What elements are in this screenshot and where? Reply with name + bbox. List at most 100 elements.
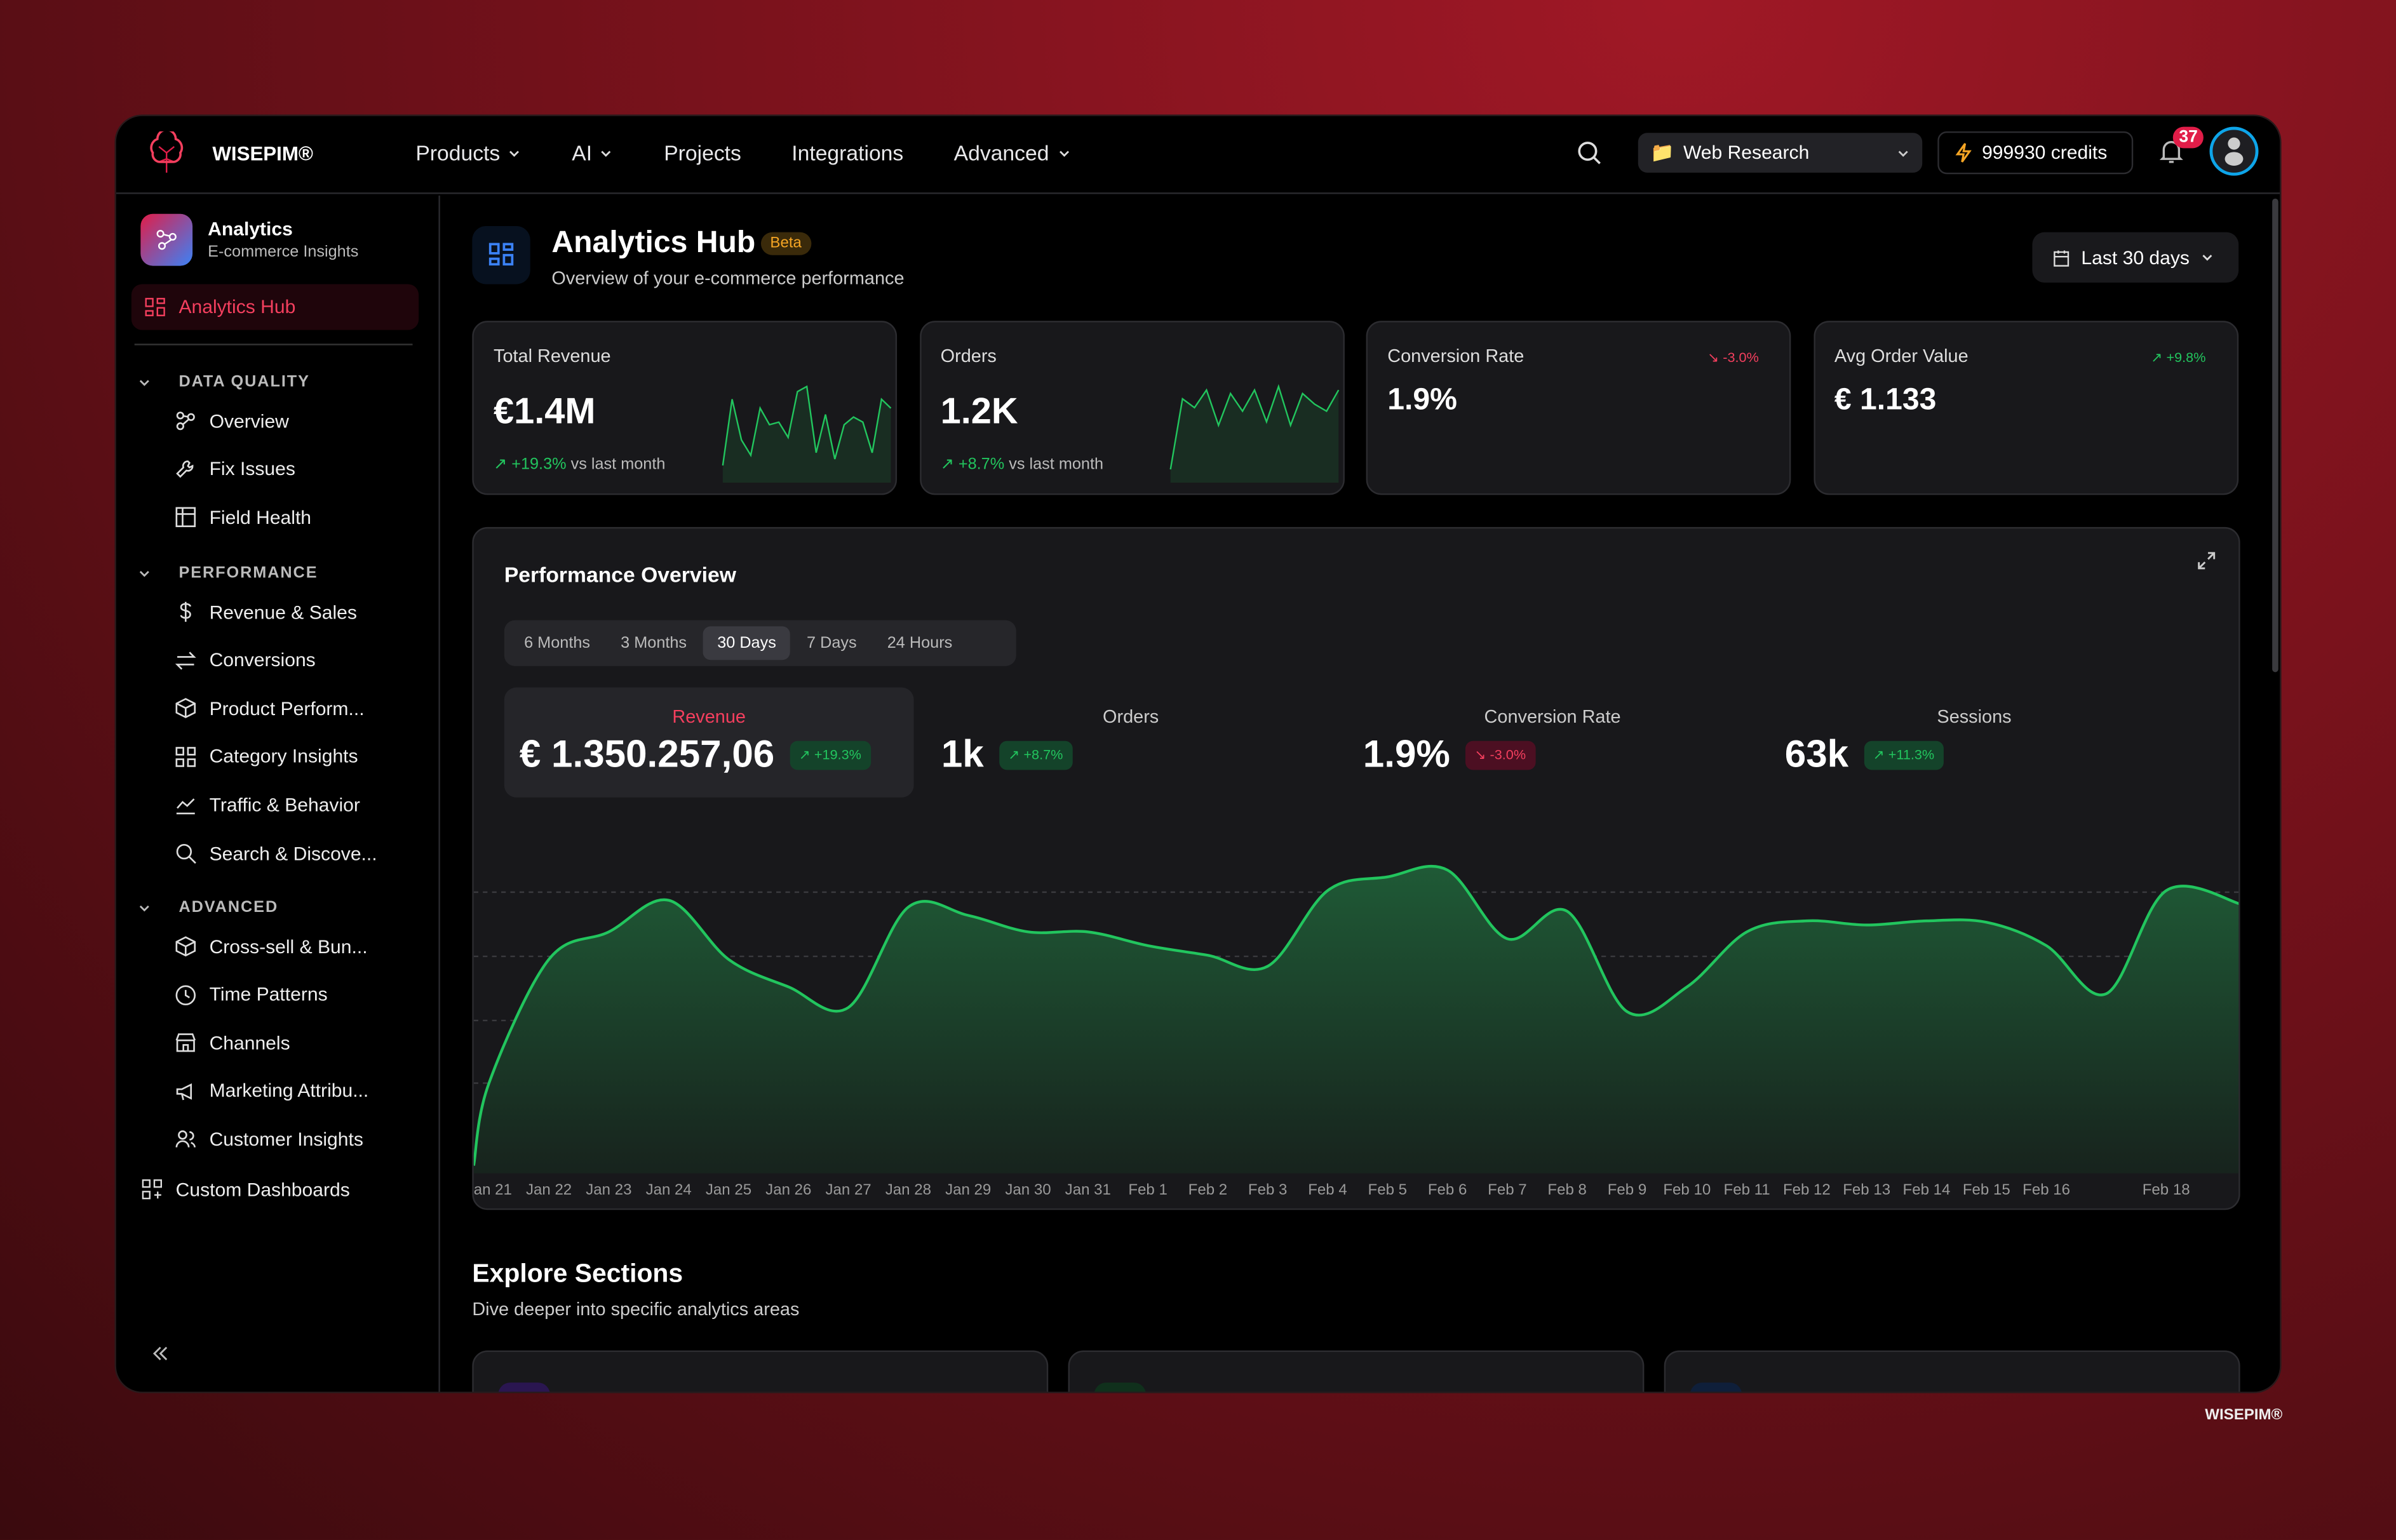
date-range-selector[interactable]: Last 30 days <box>2032 232 2239 283</box>
arrows-exchange-icon <box>175 651 196 669</box>
sidebar-item-custom-dashboards[interactable]: Custom Dashboards <box>140 1178 350 1201</box>
expand-icon[interactable] <box>2196 550 2218 572</box>
chevron-down-icon <box>1058 150 1068 156</box>
x-tick-label: Feb 16 <box>2022 1181 2070 1198</box>
sidebar-item-fix-issues[interactable]: Fix Issues <box>174 458 295 481</box>
nav-advanced[interactable]: Advanced <box>953 140 1071 165</box>
change-value: +8.7% <box>1023 747 1063 763</box>
kpi-card[interactable]: Total Revenue €1.4M ↗ +19.3% vs last month <box>472 321 898 495</box>
beta-badge: Beta <box>760 232 811 255</box>
sidebar-item-traffic-behavior[interactable]: Traffic & Behavior <box>174 793 360 816</box>
sparkline <box>1169 384 1339 483</box>
users-icon <box>175 1130 196 1148</box>
sidebar-item-label: Revenue & Sales <box>209 601 357 623</box>
metric-revenue[interactable]: Revenue € 1.350.257,06 ↗ +19.3% <box>504 687 914 798</box>
box-icon <box>175 698 196 719</box>
sparkline-line <box>1169 384 1339 470</box>
change-badge: ↗ +8.7% <box>999 740 1072 770</box>
sidebar-item-marketing-attribu-[interactable]: Marketing Attribu... <box>174 1080 368 1102</box>
x-tick-label: Jan 29 <box>945 1181 991 1198</box>
explore-card[interactable] <box>472 1350 1049 1392</box>
credits-button[interactable]: 999930 credits <box>1937 131 2134 175</box>
app-switcher[interactable]: Analytics E-commerce Insights <box>140 213 359 266</box>
kpi-card[interactable]: Conversion Rate 1.9% ↘ -3.0% <box>1366 321 1791 495</box>
sidebar: Analytics E-commerce Insights Analytics H… <box>116 195 440 1392</box>
page-title: Analytics Hub <box>551 226 756 260</box>
sidebar-item-label: Cross-sell & Bun... <box>209 935 368 958</box>
section-icon <box>498 1383 551 1392</box>
nav-label: Advanced <box>953 140 1049 165</box>
explore-card[interactable] <box>1664 1350 2240 1392</box>
sidebar-item-label: Field Health <box>209 506 312 528</box>
sidebar-section-performance[interactable]: PERFORMANCE <box>138 564 318 582</box>
tab-30-days[interactable]: 30 Days <box>703 626 790 660</box>
x-tick-label: Feb 18 <box>2143 1181 2190 1198</box>
trend-icon <box>176 799 195 815</box>
metric-orders[interactable]: Orders 1k ↗ +8.7% <box>926 688 1336 798</box>
sidebar-item-conversions[interactable]: Conversions <box>174 648 316 671</box>
explore-card[interactable] <box>1068 1350 1645 1392</box>
sidebar-item-category-insights[interactable]: Category Insights <box>174 745 358 768</box>
collapse-sidebar-icon[interactable] <box>151 1344 170 1363</box>
x-tick-label: Jan 26 <box>765 1181 811 1198</box>
search-icon[interactable] <box>1577 140 1601 164</box>
sidebar-item-time-patterns[interactable]: Time Patterns <box>174 983 328 1006</box>
sidebar-item-search-discove-[interactable]: Search & Discove... <box>174 841 377 864</box>
sidebar-item-revenue-sales[interactable]: Revenue & Sales <box>174 600 357 623</box>
store-icon <box>175 1033 196 1052</box>
nav-integrations[interactable]: Integrations <box>791 140 903 164</box>
change-value: +8.7% <box>958 455 1005 474</box>
nav-label: AI <box>572 140 593 165</box>
sidebar-item-label: Traffic & Behavior <box>209 794 360 816</box>
avatar[interactable] <box>2209 126 2259 176</box>
brain-logo-icon[interactable] <box>144 131 189 177</box>
sidebar-item-customer-insights[interactable]: Customer Insights <box>174 1128 363 1151</box>
kpi-card[interactable]: Avg Order Value € 1.133 ↗ +9.8% <box>1813 321 2238 495</box>
metric-sessions[interactable]: Sessions 63k ↗ +11.3% <box>1770 688 2179 798</box>
sidebar-item-cross-sell-bun-[interactable]: Cross-sell & Bun... <box>174 935 368 958</box>
kpi-value: 1.9% <box>1387 383 1457 417</box>
grid-icon <box>175 746 196 767</box>
sidebar-item-analytics-hub[interactable]: Analytics Hub <box>131 284 419 330</box>
date-range-label: Last 30 days <box>2081 246 2190 269</box>
scrollbar[interactable] <box>2272 198 2278 673</box>
x-tick-label: Feb 10 <box>1663 1181 1711 1198</box>
chevron-down-icon <box>2202 255 2212 261</box>
nav-ai[interactable]: AI <box>572 140 614 165</box>
x-tick-label: Feb 13 <box>1843 1181 1890 1198</box>
sidebar-section-data-quality[interactable]: DATA QUALITY <box>138 373 310 391</box>
sidebar-item-overview[interactable]: Overview <box>174 410 289 432</box>
explore-title: Explore Sections <box>472 1259 683 1288</box>
workspace-selector[interactable]: 📁 Web Research <box>1638 133 1923 173</box>
brand-name[interactable]: WISEPIM® <box>212 142 313 165</box>
tab-6-months[interactable]: 6 Months <box>524 634 591 653</box>
metric-value: 1.9% <box>1363 733 1450 777</box>
metric-label: Revenue <box>672 706 746 728</box>
change-badge: ↗ +11.3% <box>1864 740 1944 770</box>
revenue-area-chart: Jan 21 Jan 22 Jan 23 Jan 24 Jan 25 Jan 26 Jan … <box>473 864 2239 1198</box>
sidebar-item-channels[interactable]: Channels <box>174 1031 290 1054</box>
user-icon <box>2224 137 2244 166</box>
metric-conversion-rate[interactable]: Conversion Rate 1.9% ↘ -3.0% <box>1348 688 1758 798</box>
section-title: PERFORMANCE <box>178 563 318 582</box>
tab-24-hours[interactable]: 24 Hours <box>887 634 953 653</box>
sidebar-item-product-perform-[interactable]: Product Perform... <box>174 697 365 720</box>
nav-products[interactable]: Products <box>415 140 522 165</box>
nav-projects[interactable]: Projects <box>664 140 741 164</box>
metric-value: 63k <box>1784 733 1849 777</box>
performance-overview-card: Performance Overview 6 Months 3 Months 30 … <box>472 526 2240 1210</box>
sidebar-section-advanced[interactable]: ADVANCED <box>138 898 279 916</box>
tab-7-days[interactable]: 7 Days <box>807 634 857 653</box>
sidebar-item-field-health[interactable]: Field Health <box>174 506 311 529</box>
search-icon <box>176 843 196 864</box>
sidebar-item-label: Fix Issues <box>209 458 295 480</box>
dashboard-icon <box>472 226 530 285</box>
top-navbar: WISEPIM® Products AI Projects Integrations A… <box>116 116 2280 194</box>
x-tick-label: Feb 9 <box>1608 1181 1647 1198</box>
kpi-card[interactable]: Orders 1.2K ↗ +8.7% vs last month <box>919 321 1344 495</box>
app-title: Analytics <box>208 218 293 240</box>
app-subtitle: E-commerce Insights <box>208 243 359 262</box>
table-icon <box>175 507 196 528</box>
tab-3-months[interactable]: 3 Months <box>621 634 687 653</box>
box-icon <box>175 936 196 957</box>
